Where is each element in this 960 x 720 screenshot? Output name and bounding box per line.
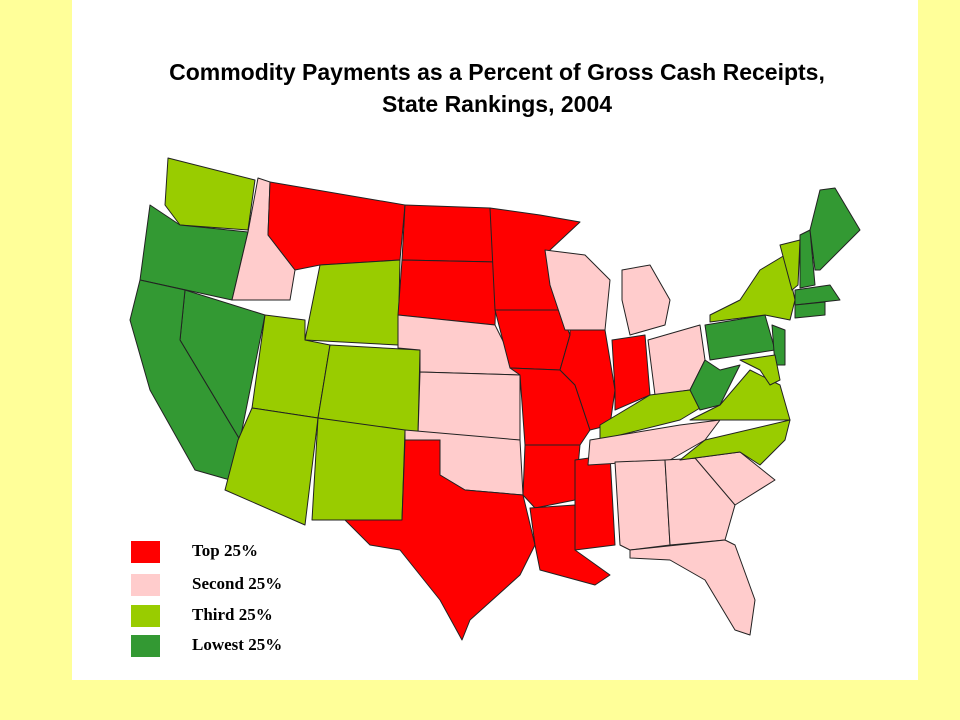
state [522, 444, 581, 509]
state [794, 301, 826, 319]
legend-label: Top 25% [192, 541, 258, 560]
state [614, 459, 671, 551]
state [621, 264, 671, 336]
state [799, 229, 816, 289]
legend-swatch [131, 574, 160, 596]
us-map [129, 157, 861, 641]
state [689, 359, 741, 411]
state [344, 439, 536, 641]
state [611, 334, 651, 411]
state [417, 371, 521, 441]
state [401, 204, 498, 263]
state [794, 284, 841, 306]
state [739, 354, 781, 386]
legend-label: Lowest 25% [192, 635, 282, 654]
state [164, 157, 256, 231]
legend-swatch [131, 605, 160, 627]
title-line: Commodity Payments as a Percent of Gross… [169, 59, 825, 85]
state [224, 407, 319, 526]
state [311, 417, 406, 521]
legend-swatch [131, 635, 160, 657]
state [559, 329, 616, 431]
state [809, 187, 861, 271]
legend-label: Third 25% [192, 605, 273, 624]
state [397, 259, 498, 326]
state [304, 259, 401, 346]
state [574, 454, 616, 551]
legend: Top 25% Second 25% Third 25% Lowest 25% [131, 541, 282, 657]
state [779, 239, 801, 291]
legend-swatch [131, 541, 160, 563]
title-line: State Rankings, 2004 [382, 91, 612, 117]
state [679, 419, 791, 466]
legend-label: Second 25% [192, 574, 282, 593]
state [629, 539, 756, 636]
